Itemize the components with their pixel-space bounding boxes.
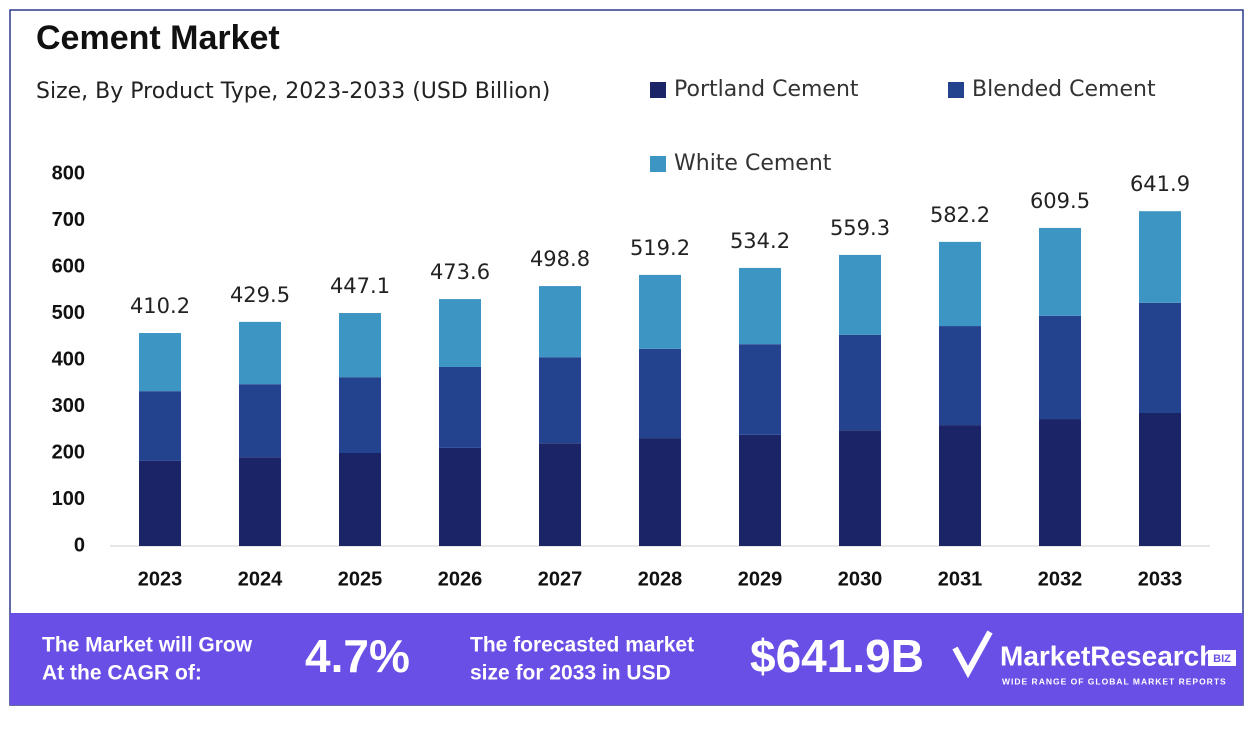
- bar-segment: [539, 357, 581, 444]
- bar-segment: [239, 457, 281, 546]
- cagr-label: At the CAGR of:: [42, 662, 202, 685]
- bar-segment: [939, 425, 981, 546]
- y-tick-label: 800: [52, 162, 85, 184]
- bar-segment: [1039, 227, 1081, 316]
- bar-segment: [639, 348, 681, 439]
- y-tick-label: 200: [52, 441, 85, 463]
- bar-segment: [339, 453, 381, 546]
- bar-segment: [1039, 315, 1081, 420]
- x-tick-label: 2033: [1138, 568, 1183, 590]
- y-tick-label: 300: [52, 395, 85, 417]
- bar-segment: [1039, 419, 1081, 546]
- legend-label: Blended Cement: [972, 77, 1156, 102]
- y-tick-label: 100: [52, 488, 85, 510]
- cagr-label: The Market will Grow: [42, 634, 253, 657]
- x-tick-label: 2027: [538, 568, 583, 590]
- bar-segment: [839, 430, 881, 546]
- bar-segment: [639, 438, 681, 546]
- bar-segment: [1139, 413, 1181, 546]
- x-tick-label: 2023: [138, 568, 183, 590]
- bar-segment: [839, 254, 881, 335]
- x-tick-label: 2031: [938, 568, 983, 590]
- x-tick-label: 2028: [638, 568, 683, 590]
- legend-swatch: [650, 156, 666, 172]
- total-label: 582.2: [930, 203, 990, 227]
- forecast-value: $641.9B: [750, 630, 924, 682]
- bar-segment: [339, 377, 381, 453]
- footer-banner: [10, 613, 1243, 705]
- bar-segment: [439, 447, 481, 546]
- logo-icon: [952, 630, 993, 679]
- bar-segment: [439, 299, 481, 367]
- legend-swatch: [650, 82, 666, 98]
- bar-segment: [139, 333, 181, 392]
- bar-segment: [239, 384, 281, 458]
- x-tick-label: 2029: [738, 568, 783, 590]
- brand: MarketResearch: [1000, 640, 1216, 671]
- bar-segment: [939, 241, 981, 327]
- bar-segment: [939, 326, 981, 426]
- bar-segment: [1139, 211, 1181, 303]
- forecast-label: The forecasted market: [470, 634, 694, 657]
- forecast-label: size for 2033 in USD: [470, 662, 671, 685]
- tagline: WIDE RANGE OF GLOBAL MARKET REPORTS: [1002, 676, 1227, 686]
- bar-segment: [239, 321, 281, 385]
- bar-segment: [439, 366, 481, 448]
- y-tick-label: 700: [52, 209, 85, 231]
- y-tick-label: 0: [74, 534, 85, 556]
- total-label: 429.5: [230, 283, 290, 307]
- legend-label: Portland Cement: [674, 77, 859, 102]
- cagr-value: 4.7%: [305, 630, 410, 682]
- total-label: 559.3: [830, 216, 890, 240]
- bar-segment: [1139, 302, 1181, 414]
- chart-title: Cement Market: [36, 19, 280, 57]
- brand-suffix: BIZ: [1213, 653, 1231, 665]
- bar-segment: [739, 267, 781, 345]
- total-label: 498.8: [530, 247, 590, 271]
- brand-badge: [1208, 650, 1236, 666]
- bar-segment: [139, 460, 181, 546]
- legend-swatch: [948, 82, 964, 98]
- x-tick-label: 2032: [1038, 568, 1083, 590]
- bar-segment: [739, 344, 781, 435]
- total-label: 447.1: [330, 274, 390, 298]
- x-tick-label: 2025: [338, 568, 383, 590]
- bar-segment: [839, 334, 881, 431]
- frame: [9, 9, 1244, 706]
- y-tick-label: 400: [52, 348, 85, 370]
- bar-segment: [139, 391, 181, 461]
- bar-segment: [539, 443, 581, 546]
- bar-segment: [539, 286, 581, 358]
- y-tick-label: 600: [52, 255, 85, 277]
- legend-label: White Cement: [674, 151, 832, 176]
- total-label: 534.2: [730, 229, 790, 253]
- bar-segment: [339, 313, 381, 378]
- y-tick-label: 500: [52, 302, 85, 324]
- bar-segment: [639, 274, 681, 349]
- x-tick-label: 2024: [238, 568, 283, 590]
- x-tick-label: 2030: [838, 568, 883, 590]
- total-label: 519.2: [630, 236, 690, 260]
- chart-subtitle: Size, By Product Type, 2023-2033 (USD Bi…: [36, 79, 550, 104]
- x-tick-label: 2026: [438, 568, 483, 590]
- total-label: 609.5: [1030, 189, 1090, 213]
- total-label: 641.9: [1130, 172, 1190, 196]
- bar-segment: [739, 434, 781, 546]
- total-label: 410.2: [130, 294, 190, 318]
- total-label: 473.6: [430, 260, 490, 284]
